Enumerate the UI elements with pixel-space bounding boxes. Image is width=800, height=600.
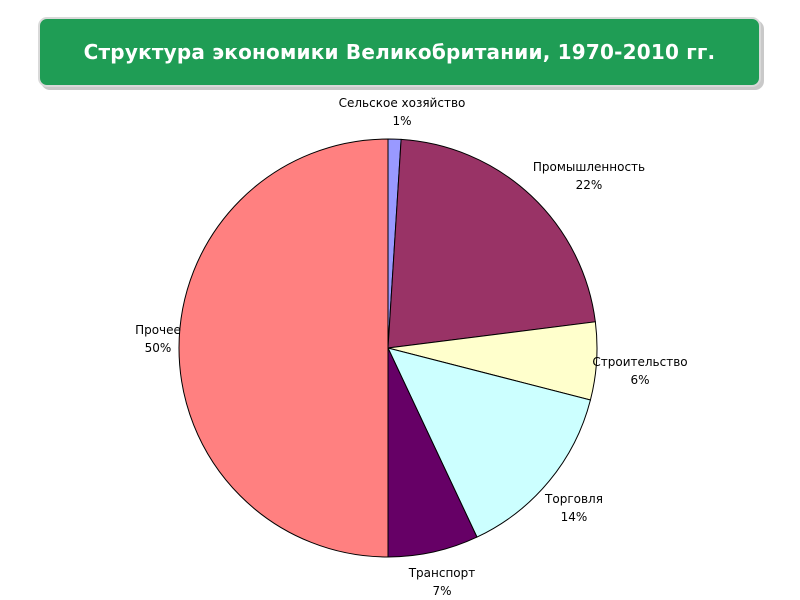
slice-value-label: 50% (145, 341, 172, 355)
title-banner: Структура экономики Великобритании, 1970… (38, 17, 761, 87)
page-title: Структура экономики Великобритании, 1970… (83, 40, 716, 64)
slice-value-label: 6% (630, 373, 649, 387)
pie-slice (178, 138, 389, 558)
pie-slice (387, 347, 592, 538)
slice-value-label: 7% (432, 584, 451, 598)
slice-category-label: Промышленность (533, 160, 645, 174)
slice-category-label: Торговля (544, 492, 603, 506)
slice-category-label: Транспорт (408, 566, 476, 580)
slice-value-label: 14% (561, 510, 588, 524)
slice-value-label: 1% (392, 114, 411, 128)
slice-category-label: Прочее (135, 323, 181, 337)
pie-labels: Сельское хозяйство 1% Промышленность 22% Стр… (135, 96, 688, 598)
slice-category-label: Строительство (592, 355, 687, 369)
slice-value-label: 22% (576, 178, 603, 192)
pie-slices (178, 138, 598, 558)
slice-category-label: Сельское хозяйство (339, 96, 466, 110)
pie-slice (387, 138, 596, 349)
